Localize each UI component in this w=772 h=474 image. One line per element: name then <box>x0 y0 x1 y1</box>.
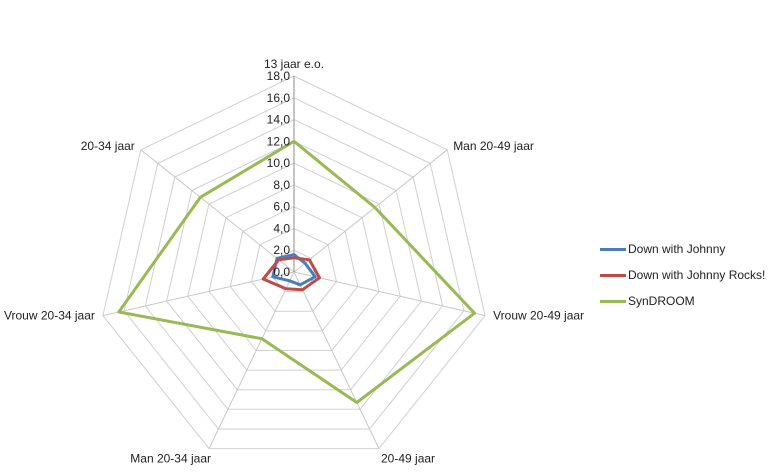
series-down-with-johnny-rocks-line <box>261 256 321 292</box>
legend-label: Down with Johnny Rocks! <box>628 268 766 282</box>
legend-item-down-with-johnny: Down with Johnny <box>600 236 765 262</box>
grid-spoke <box>208 271 295 449</box>
category-label: 20-34 jaar <box>81 139 135 153</box>
grid-spoke <box>293 271 486 317</box>
radial-tick-label: 10,0 <box>267 156 291 170</box>
grid-spoke <box>293 271 380 449</box>
radial-tick-label: 12,0 <box>267 134 291 148</box>
radial-tick-label: 2,0 <box>273 243 290 257</box>
grid-ring <box>102 75 486 450</box>
legend-item-down-with-johnny-rocks: Down with Johnny Rocks! <box>600 262 765 288</box>
grid-ring <box>187 162 401 371</box>
radial-tick-label: 6,0 <box>273 200 290 214</box>
radial-tick-label: 8,0 <box>273 178 290 192</box>
radial-tick-label: 14,0 <box>267 113 291 127</box>
category-label: Man 20-49 jaar <box>453 139 534 153</box>
category-label: 20-49 jaar <box>381 452 435 466</box>
grid-spoke <box>140 149 295 273</box>
grid-ring <box>250 227 338 312</box>
radial-tick-label: 0,0 <box>273 265 290 279</box>
series-syndroom-line <box>117 139 476 404</box>
radial-tick-label: 18,0 <box>267 69 291 83</box>
legend-item-syndroom: SynDROOM <box>600 288 765 314</box>
legend-label: SynDROOM <box>628 294 695 308</box>
radial-tick-label: 16,0 <box>267 91 291 105</box>
legend-label: Down with Johnny <box>628 242 726 256</box>
category-labels: 13 jaar e.o. Man 20-49 jaar Vrouw 20-49 ja… <box>4 57 584 466</box>
radar-series <box>117 139 476 404</box>
legend-swatch <box>600 299 626 303</box>
grid-ring <box>208 184 380 351</box>
radar-grid <box>102 75 486 450</box>
category-label: 13 jaar e.o. <box>264 57 324 71</box>
grid-ring <box>166 140 422 391</box>
category-label: Vrouw 20-49 jaar <box>493 309 584 323</box>
grid-ring <box>229 206 359 332</box>
legend: Down with Johnny Down with Johnny Rocks!… <box>600 236 765 314</box>
radial-tick-labels: 0,0 2,0 4,0 6,0 8,0 10,0 12,0 14,0 16,0 18,0 <box>267 69 291 279</box>
grid-ring <box>144 119 444 410</box>
category-label: Man 20-34 jaar <box>130 452 211 466</box>
category-label: Vrouw 20-34 jaar <box>4 309 95 323</box>
radial-tick-label: 4,0 <box>273 221 290 235</box>
legend-swatch <box>600 247 626 251</box>
grid-spoke <box>293 149 448 273</box>
legend-swatch <box>600 273 626 277</box>
grid-ring <box>123 97 465 430</box>
